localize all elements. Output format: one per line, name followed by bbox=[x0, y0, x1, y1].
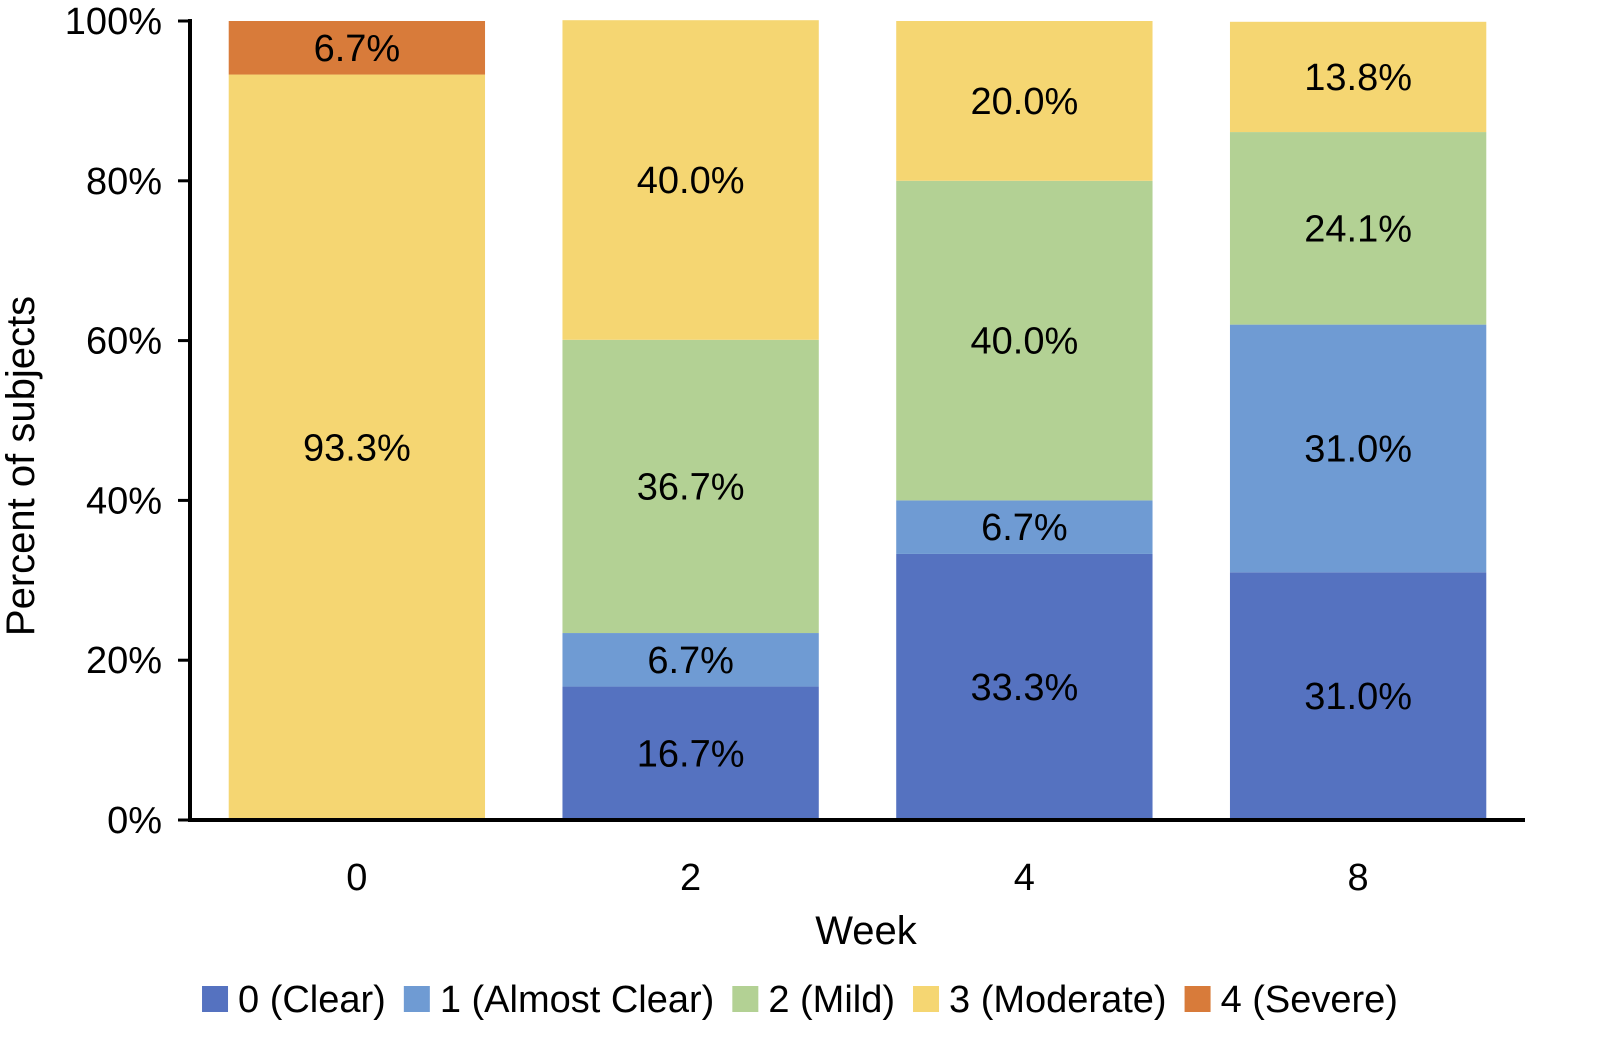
x-axis-title: Week bbox=[815, 909, 918, 953]
bars-layer bbox=[228, 20, 1487, 820]
bar-week-4-series-2 bbox=[896, 180, 1153, 501]
y-tick-label-4: 80% bbox=[86, 161, 162, 203]
x-ticks-layer: 0 2 4 8 bbox=[346, 857, 1368, 899]
legend-swatch-3 bbox=[913, 986, 940, 1012]
data-label-week-4-series-2: 40.0% bbox=[971, 321, 1079, 363]
legend: 0 (Clear) 1 (Almost Clear) 2 (Mild) 3 (Mode… bbox=[202, 979, 1398, 1021]
data-label-week-8-series-1: 31.0% bbox=[1304, 428, 1412, 470]
bar-week-8-series-1 bbox=[1229, 324, 1487, 573]
data-label-week-2-series-3: 40.0% bbox=[637, 160, 745, 202]
y-tick-label-2: 40% bbox=[86, 480, 162, 522]
bar-week-2-series-0 bbox=[562, 686, 819, 820]
y-axis-title: Percent of subjects bbox=[0, 296, 43, 636]
bar-week-2-series-1 bbox=[562, 633, 819, 687]
x-tick-label-4: 4 bbox=[1014, 857, 1035, 899]
legend-swatch-0 bbox=[202, 986, 229, 1012]
bar-week-4-series-1 bbox=[896, 500, 1153, 554]
x-tick-label-8: 8 bbox=[1348, 857, 1369, 899]
bar-week-8-series-2 bbox=[1229, 132, 1487, 325]
bar-week-4-series-3 bbox=[896, 21, 1153, 181]
data-label-week-2-series-2: 36.7% bbox=[637, 466, 745, 508]
bar-week-0-series-4 bbox=[228, 21, 486, 75]
data-label-week-8-series-2: 24.1% bbox=[1304, 208, 1412, 250]
legend-swatch-4 bbox=[1184, 986, 1211, 1012]
data-label-week-0-series-4: 6.7% bbox=[314, 28, 401, 70]
y-tick-label-0: 0% bbox=[107, 800, 162, 842]
x-tick-label-0: 0 bbox=[346, 857, 367, 899]
axes-layer bbox=[188, 19, 1525, 822]
data-label-week-4-series-1: 6.7% bbox=[981, 507, 1068, 549]
bar-week-2-series-3 bbox=[562, 20, 819, 340]
y-tick-label-3: 60% bbox=[86, 321, 162, 363]
data-label-week-2-series-1: 6.7% bbox=[647, 640, 734, 682]
bar-week-8-series-3 bbox=[1229, 21, 1487, 133]
bar-week-4-series-0 bbox=[896, 553, 1153, 820]
legend-swatch-1 bbox=[403, 986, 430, 1012]
legend-swatch-2 bbox=[732, 986, 759, 1012]
bar-week-0-series-3 bbox=[228, 74, 486, 820]
data-label-week-0-series-3: 93.3% bbox=[303, 427, 411, 469]
data-label-week-8-series-3: 13.8% bbox=[1304, 57, 1412, 99]
bar-week-8-series-0 bbox=[1229, 572, 1487, 820]
data-labels-layer: 93.3% 6.7% 16.7% 6.7% 36.7% 40.0% 33.3% 6.7% 40.… bbox=[303, 28, 1412, 776]
data-label-week-4-series-3: 20.0% bbox=[971, 81, 1079, 123]
legend-label-3: 3 (Moderate) bbox=[949, 979, 1167, 1021]
legend-label-2: 2 (Mild) bbox=[768, 979, 895, 1021]
data-label-week-2-series-0: 16.7% bbox=[637, 733, 745, 775]
legend-label-4: 4 (Severe) bbox=[1221, 979, 1398, 1021]
legend-label-0: 0 (Clear) bbox=[238, 979, 386, 1021]
bar-week-2-series-2 bbox=[562, 339, 819, 634]
legend-label-1: 1 (Almost Clear) bbox=[440, 979, 715, 1021]
data-label-week-8-series-0: 31.0% bbox=[1304, 676, 1412, 718]
y-tick-label-5: 100% bbox=[65, 1, 162, 43]
data-label-week-4-series-0: 33.3% bbox=[971, 667, 1079, 709]
y-ticks-layer: 0% 20% 40% 60% 80% 100% bbox=[65, 1, 190, 842]
y-tick-label-1: 20% bbox=[86, 640, 162, 682]
x-tick-label-2: 2 bbox=[680, 857, 701, 899]
